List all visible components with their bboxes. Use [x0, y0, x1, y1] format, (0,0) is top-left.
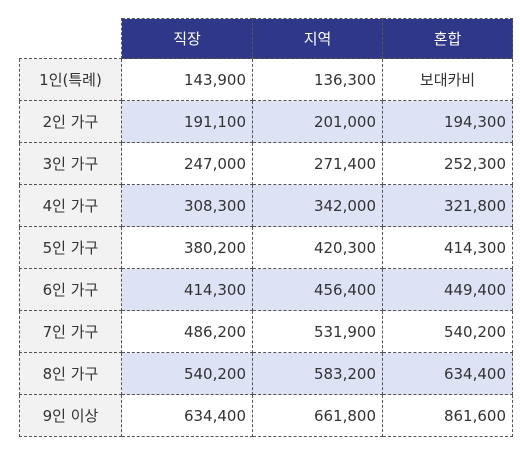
- cell-mixed: 321,800: [382, 184, 513, 227]
- table-row: 8인 가구 540,200 583,200 634,400: [19, 352, 513, 395]
- cell-region: 420,300: [252, 226, 383, 269]
- row-label: 9인 이상: [19, 394, 122, 437]
- cell-region: 661,800: [252, 394, 383, 437]
- cell-workplace: 308,300: [121, 184, 253, 227]
- table-row: 7인 가구 486,200 531,900 540,200: [19, 310, 513, 353]
- cell-workplace: 380,200: [121, 226, 253, 269]
- premium-table: 직장 지역 혼합 1인(특례) 143,900 136,300 보대카비 2인 …: [19, 18, 513, 437]
- row-label: 2인 가구: [19, 100, 122, 143]
- column-header-workplace: 직장: [121, 18, 253, 59]
- cell-workplace: 247,000: [121, 142, 253, 185]
- table-row: 3인 가구 247,000 271,400 252,300: [19, 142, 513, 185]
- column-header-mixed: 혼합: [382, 18, 513, 59]
- cell-workplace: 634,400: [121, 394, 253, 437]
- column-header-region: 지역: [252, 18, 383, 59]
- table-row: 1인(특례) 143,900 136,300 보대카비: [19, 58, 513, 101]
- cell-region: 271,400: [252, 142, 383, 185]
- row-label: 1인(특례): [19, 58, 122, 101]
- cell-mixed: 449,400: [382, 268, 513, 311]
- table-row: 2인 가구 191,100 201,000 194,300: [19, 100, 513, 143]
- row-label: 3인 가구: [19, 142, 122, 185]
- cell-mixed: 252,300: [382, 142, 513, 185]
- cell-mixed: 634,400: [382, 352, 513, 395]
- cell-workplace: 191,100: [121, 100, 253, 143]
- table-row: 5인 가구 380,200 420,300 414,300: [19, 226, 513, 269]
- row-label: 4인 가구: [19, 184, 122, 227]
- cell-region: 201,000: [252, 100, 383, 143]
- row-label: 5인 가구: [19, 226, 122, 269]
- cell-mixed: 540,200: [382, 310, 513, 353]
- cell-region: 531,900: [252, 310, 383, 353]
- row-label: 6인 가구: [19, 268, 122, 311]
- table-row: 9인 이상 634,400 661,800 861,600: [19, 394, 513, 437]
- table-row: 6인 가구 414,300 456,400 449,400: [19, 268, 513, 311]
- cell-mixed: 194,300: [382, 100, 513, 143]
- table-header-row: 직장 지역 혼합: [19, 18, 513, 59]
- cell-workplace: 486,200: [121, 310, 253, 353]
- cell-workplace: 143,900: [121, 58, 253, 101]
- cell-mixed: 861,600: [382, 394, 513, 437]
- cell-workplace: 540,200: [121, 352, 253, 395]
- corner-cell: [19, 18, 122, 59]
- cell-region: 342,000: [252, 184, 383, 227]
- cell-mixed: 414,300: [382, 226, 513, 269]
- cell-region: 583,200: [252, 352, 383, 395]
- cell-region: 136,300: [252, 58, 383, 101]
- row-label: 8인 가구: [19, 352, 122, 395]
- table-row: 4인 가구 308,300 342,000 321,800: [19, 184, 513, 227]
- cell-mixed: 보대카비: [382, 58, 513, 101]
- cell-region: 456,400: [252, 268, 383, 311]
- row-label: 7인 가구: [19, 310, 122, 353]
- cell-workplace: 414,300: [121, 268, 253, 311]
